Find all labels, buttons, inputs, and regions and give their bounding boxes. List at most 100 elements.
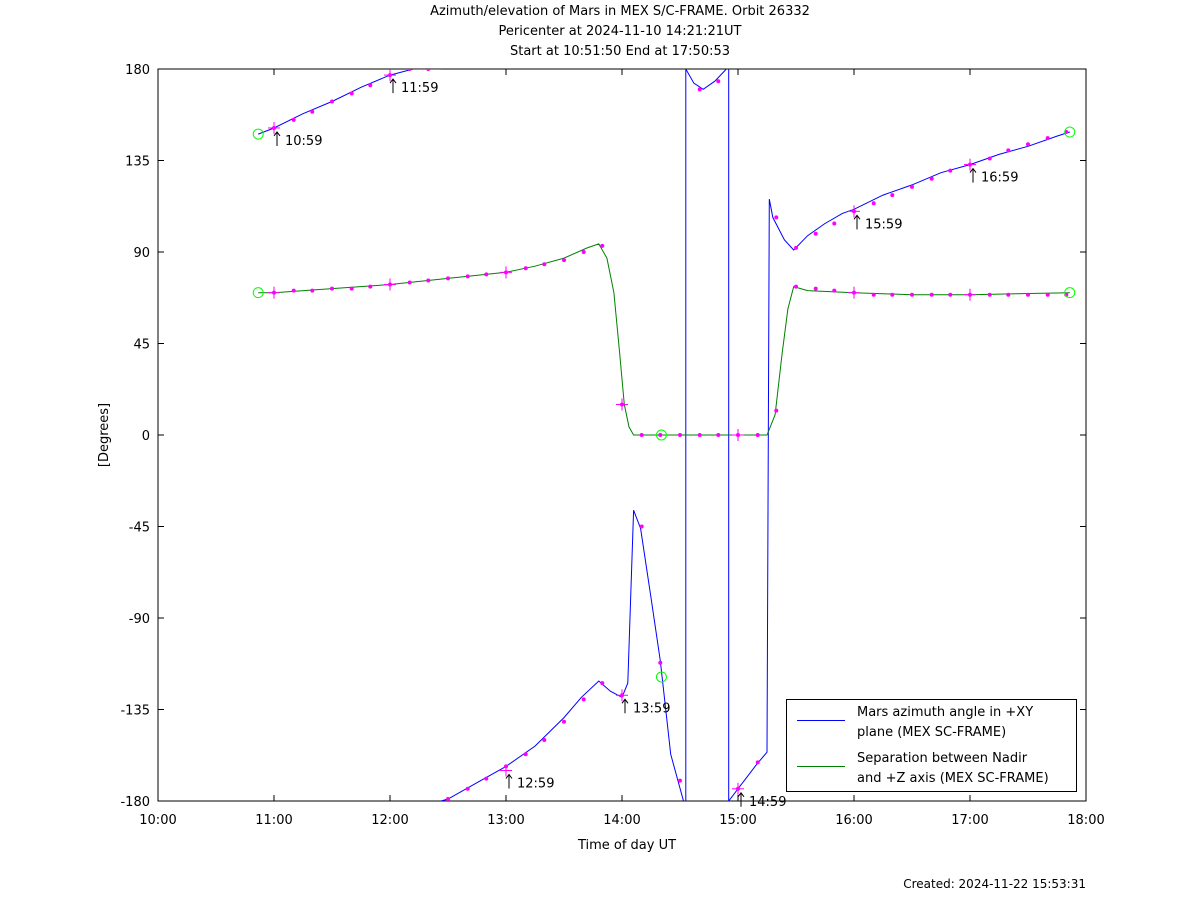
azimuth-dot-marker bbox=[832, 221, 837, 226]
azimuth-dot-marker bbox=[310, 109, 315, 114]
separation-dot-marker bbox=[562, 258, 566, 263]
azimuth-dot-marker bbox=[755, 760, 760, 765]
chart-legend: Mars azimuth angle in +XY plane (MEX SC-… bbox=[786, 699, 1077, 792]
title-line-2: Pericenter at 2024-11-10 14:21:21UT bbox=[498, 24, 742, 39]
separation-dot-marker bbox=[1026, 292, 1030, 297]
separation-dot-marker bbox=[832, 288, 837, 293]
annotation-label: 13:59 bbox=[633, 701, 670, 716]
separation-dot-marker bbox=[987, 292, 992, 297]
annotation-arrowhead bbox=[273, 131, 281, 137]
azimuth-line bbox=[258, 69, 441, 135]
azimuth-dot-marker bbox=[542, 738, 547, 742]
plot-area bbox=[252, 69, 1076, 801]
annotation-arrowhead bbox=[505, 773, 513, 779]
separation-dot-marker bbox=[620, 402, 624, 407]
endpoint-circle-marker bbox=[252, 287, 264, 299]
azimuth-dot-marker bbox=[349, 91, 354, 96]
azimuth-dot-marker bbox=[716, 79, 721, 84]
azimuth-dot-marker bbox=[620, 693, 624, 698]
x-tick-label: 16:00 bbox=[835, 813, 872, 828]
y-tick-label: -135 bbox=[120, 704, 150, 719]
legend-label-separation: Separation between Nadir and +Z axis (ME… bbox=[857, 751, 1049, 786]
created-timestamp: Created: 2024-11-22 15:53:31 bbox=[903, 877, 1086, 891]
y-tick-label: 90 bbox=[133, 246, 150, 261]
separation-dot-marker bbox=[349, 286, 354, 291]
x-tick-label: 18:00 bbox=[1067, 813, 1104, 828]
separation-dot-marker bbox=[523, 266, 528, 271]
annotation-label: 11:59 bbox=[401, 81, 438, 96]
azimuth-dot-marker bbox=[407, 69, 412, 71]
x-tick-label: 14:00 bbox=[603, 813, 640, 828]
azimuth-dot-marker bbox=[330, 99, 334, 104]
legend-swatch-separation bbox=[797, 766, 845, 767]
x-tick-label: 12:00 bbox=[371, 813, 408, 828]
endpoint-circle-marker bbox=[1064, 287, 1076, 299]
azimuth-line bbox=[685, 69, 730, 801]
azimuth-dot-marker bbox=[658, 660, 663, 665]
x-tick-label: 11:00 bbox=[255, 813, 292, 828]
azimuth-dot-marker bbox=[890, 193, 895, 198]
azimuth-dot-marker bbox=[697, 87, 702, 92]
azimuth-dot-marker bbox=[600, 681, 605, 686]
azimuth-dot-marker bbox=[581, 697, 586, 702]
azimuth-dot-marker bbox=[388, 73, 392, 78]
annotation-label: 15:59 bbox=[865, 217, 902, 232]
endpoint-circle-marker bbox=[252, 128, 264, 140]
separation-dot-marker bbox=[542, 262, 547, 267]
separation-dot-marker bbox=[774, 408, 779, 413]
y-tick-label: 135 bbox=[125, 155, 150, 170]
x-tick-label: 17:00 bbox=[951, 813, 988, 828]
separation-dot-marker bbox=[1045, 292, 1050, 297]
y-tick-label: -45 bbox=[129, 521, 150, 536]
x-axis-label: Time of day UT bbox=[577, 838, 676, 853]
annotation-label: 14:59 bbox=[749, 795, 786, 810]
separation-dot-marker bbox=[465, 274, 470, 279]
legend-label-azimuth: Mars azimuth angle in +XY plane (MEX SC-… bbox=[857, 705, 1034, 740]
title-line-3: Start at 10:51:50 End at 17:50:53 bbox=[509, 44, 731, 59]
azimuth-dot-marker bbox=[562, 719, 566, 724]
separation-dot-marker bbox=[968, 292, 972, 297]
azimuth-dot-marker bbox=[504, 764, 508, 769]
azimuth-dot-marker bbox=[1026, 142, 1030, 147]
separation-dot-marker bbox=[948, 292, 953, 297]
y-tick-label: -180 bbox=[120, 795, 150, 810]
separation-dot-marker bbox=[446, 276, 450, 281]
endpoint-circle-marker bbox=[655, 671, 667, 683]
azimuth-dot-marker bbox=[484, 776, 489, 781]
annotation-arrowhead bbox=[969, 167, 977, 173]
azimuth-dot-marker bbox=[987, 156, 992, 161]
azimuth-dot-marker bbox=[678, 778, 682, 783]
azimuth-dot-marker bbox=[426, 69, 431, 71]
azimuth-dot-marker bbox=[910, 184, 914, 189]
y-tick-label: -90 bbox=[129, 612, 150, 627]
y-tick-label: 45 bbox=[133, 338, 150, 353]
azimuth-dot-marker bbox=[272, 125, 276, 130]
legend-entry-azimuth: Mars azimuth angle in +XY plane (MEX SC-… bbox=[787, 703, 1076, 743]
x-tick-label: 13:00 bbox=[487, 813, 524, 828]
annotation-label: 12:59 bbox=[517, 777, 554, 792]
azimuth-dot-marker bbox=[852, 209, 856, 214]
separation-dot-marker bbox=[291, 288, 296, 293]
azimuth-dot-marker bbox=[368, 83, 373, 88]
azimuth-dot-marker bbox=[794, 245, 798, 250]
x-tick-label: 10:00 bbox=[139, 813, 176, 828]
separation-dot-marker bbox=[852, 290, 856, 295]
annotation-arrowhead bbox=[737, 791, 745, 798]
y-tick-label: 0 bbox=[142, 429, 150, 444]
separation-dot-marker bbox=[1006, 292, 1011, 297]
azimuth-dot-marker bbox=[291, 117, 296, 122]
endpoint-circle-marker bbox=[655, 429, 667, 441]
annotation-label: 16:59 bbox=[981, 171, 1018, 186]
y-tick-label: 180 bbox=[125, 63, 150, 78]
annotation-arrowhead bbox=[853, 214, 861, 220]
separation-line bbox=[258, 243, 1070, 436]
separation-dot-marker bbox=[658, 433, 663, 437]
separation-dot-marker bbox=[639, 433, 644, 437]
azimuth-dot-marker bbox=[1045, 136, 1050, 141]
annotation-arrowhead bbox=[389, 78, 397, 84]
azimuth-dot-marker bbox=[639, 524, 644, 529]
separation-dot-marker bbox=[368, 284, 373, 289]
azimuth-dot-marker bbox=[523, 752, 528, 757]
separation-dot-marker bbox=[794, 284, 798, 289]
